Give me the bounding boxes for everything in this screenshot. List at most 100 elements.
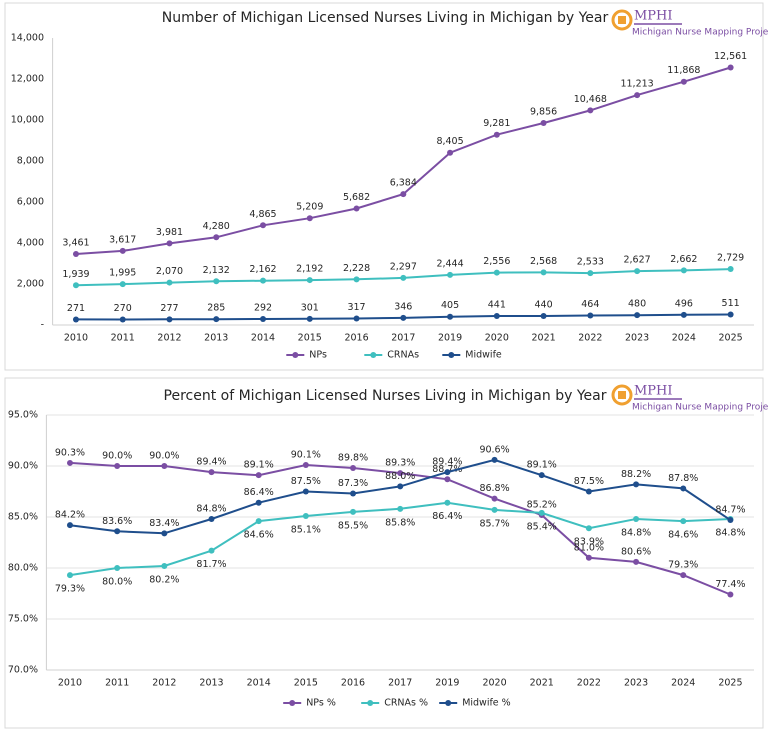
data-label: 2,070 — [156, 266, 183, 277]
data-point — [353, 315, 360, 322]
data-point — [119, 247, 126, 254]
legend-label: NPs % — [306, 698, 336, 709]
data-point — [491, 456, 498, 463]
y-tick-label: 80.0% — [8, 563, 38, 574]
legend-label: CRNAs — [387, 350, 419, 361]
data-point — [585, 525, 592, 532]
logo-icon — [611, 9, 633, 31]
data-label: 5,209 — [296, 202, 323, 213]
x-tick-label: 2023 — [625, 333, 649, 344]
y-tick-label: - — [41, 320, 44, 331]
data-label: 88.2% — [621, 469, 651, 480]
x-tick-label: 2014 — [251, 333, 275, 344]
data-point — [491, 495, 498, 502]
data-label: 85.7% — [479, 518, 509, 529]
data-point — [213, 278, 220, 285]
data-point — [400, 191, 407, 198]
x-tick-label: 2011 — [105, 678, 129, 689]
logo-name: MPHI — [634, 9, 673, 24]
data-point — [302, 461, 309, 468]
data-label: 3,617 — [109, 234, 136, 245]
data-point — [114, 463, 121, 469]
data-label: 12,561 — [714, 51, 747, 62]
data-label: 285 — [207, 303, 225, 314]
data-label: 496 — [675, 298, 693, 309]
x-tick-label: 2016 — [341, 678, 365, 689]
data-point — [633, 481, 640, 488]
data-point — [540, 312, 547, 319]
data-point — [260, 316, 267, 323]
data-label: 2,297 — [390, 261, 417, 272]
data-point — [72, 251, 79, 258]
data-point — [213, 234, 220, 241]
data-point — [306, 315, 313, 322]
data-point — [634, 312, 641, 319]
x-tick-label: 2011 — [111, 333, 135, 344]
data-point — [587, 270, 594, 277]
data-label: 8,405 — [436, 136, 463, 147]
data-label: 90.6% — [479, 444, 509, 455]
data-label: 87.3% — [338, 478, 368, 489]
data-point — [397, 483, 404, 490]
data-label: 441 — [488, 299, 506, 310]
data-point — [302, 512, 309, 519]
x-tick-label: 2025 — [719, 333, 743, 344]
data-label: 79.3% — [55, 584, 85, 595]
x-tick-label: 2010 — [64, 333, 88, 344]
y-tick-label: 8,000 — [17, 156, 44, 167]
y-tick-label: 2,000 — [17, 279, 44, 290]
x-tick-label: 2013 — [204, 333, 228, 344]
data-point — [72, 316, 79, 323]
data-point — [306, 277, 313, 284]
data-label: 10,468 — [574, 94, 607, 105]
data-label: 83.6% — [102, 516, 132, 527]
data-point — [119, 316, 126, 323]
data-label: 317 — [347, 302, 365, 313]
data-point — [260, 277, 267, 284]
data-point — [119, 281, 126, 288]
data-point — [353, 276, 360, 283]
legend-label: NPs — [309, 350, 327, 361]
data-label: 2,132 — [203, 265, 230, 276]
data-label: 440 — [535, 299, 553, 310]
data-label: 87.5% — [574, 476, 604, 487]
data-point — [634, 268, 641, 275]
data-label: 85.2% — [527, 499, 557, 510]
x-tick-label: 2022 — [578, 333, 602, 344]
data-label: 89.8% — [338, 453, 368, 464]
data-label: 89.3% — [385, 458, 415, 469]
data-label: 83.9% — [574, 537, 604, 548]
y-tick-label: 70.0% — [8, 665, 38, 676]
data-point — [680, 485, 687, 492]
data-label: 85.4% — [527, 521, 557, 532]
data-label: 89.1% — [527, 460, 557, 471]
data-label: 2,444 — [436, 258, 463, 269]
data-label: 5,682 — [343, 192, 370, 203]
data-label: 11,213 — [620, 79, 653, 90]
legend-swatch — [289, 700, 296, 706]
data-point — [400, 274, 407, 281]
x-tick-label: 2015 — [294, 678, 318, 689]
data-label: 84.2% — [55, 510, 85, 521]
data-label: 80.2% — [149, 574, 179, 585]
legend-label: CRNAs % — [384, 698, 428, 709]
data-point — [260, 222, 267, 229]
data-point — [161, 562, 168, 569]
data-label: 80.0% — [102, 577, 132, 588]
data-label: 84.8% — [621, 528, 651, 539]
data-point — [633, 558, 640, 565]
x-tick-label: 2024 — [671, 678, 695, 689]
data-label: 84.8% — [715, 528, 745, 539]
x-tick-label: 2012 — [152, 678, 176, 689]
data-label: 85.8% — [385, 517, 415, 528]
data-point — [680, 572, 687, 579]
data-point — [493, 312, 500, 319]
data-label: 89.4% — [196, 457, 226, 468]
data-point — [166, 316, 173, 323]
x-tick-label: 2013 — [199, 678, 223, 689]
legend-swatch — [445, 700, 452, 706]
data-label: 87.5% — [291, 476, 321, 487]
data-point — [585, 554, 592, 561]
y-tick-label: 75.0% — [8, 614, 38, 625]
